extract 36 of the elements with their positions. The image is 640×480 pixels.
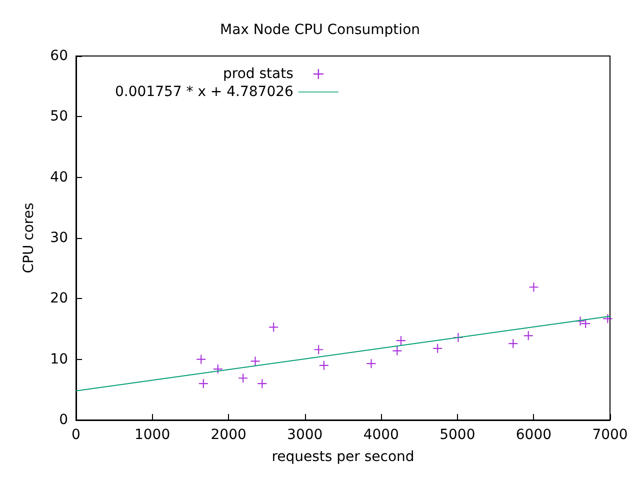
x-tick-label: 3000 <box>287 427 323 443</box>
point <box>258 379 267 388</box>
y-tick-label: 40 <box>50 169 68 186</box>
point <box>269 322 278 332</box>
point <box>314 345 324 354</box>
y-tick-label: 10 <box>50 351 68 368</box>
x-tick-label: 7000 <box>592 427 628 443</box>
x-tick-label: 0 <box>72 427 80 443</box>
point <box>396 336 406 346</box>
x-tick-label: 5000 <box>440 427 476 443</box>
point <box>250 356 260 366</box>
point <box>433 344 442 353</box>
y-tick-label: 0 <box>59 412 68 428</box>
x-tick-label: 4000 <box>363 427 399 443</box>
point <box>196 354 206 364</box>
point <box>319 360 328 370</box>
point <box>529 282 538 292</box>
x-tick-label: 1000 <box>134 427 170 443</box>
x-tick-label: 2000 <box>210 427 246 443</box>
legend-label: 0.001757 * x + 4.787026 <box>114 84 294 100</box>
point <box>603 314 612 324</box>
y-tick-label: 60 <box>50 48 68 64</box>
x-axis-title: requests per second <box>272 449 414 465</box>
y-tick-label: 30 <box>50 230 68 246</box>
point <box>238 374 248 383</box>
point <box>198 379 208 388</box>
point <box>392 346 402 356</box>
point <box>508 339 518 348</box>
point <box>524 331 533 340</box>
y-tick-label: 20 <box>50 290 68 307</box>
legend-label: prod stats <box>223 66 294 82</box>
x-tick-label: 6000 <box>516 427 552 443</box>
chart-title: Max Node CPU Consumption <box>220 22 420 38</box>
point <box>366 359 376 368</box>
y-tick-label: 50 <box>50 108 68 125</box>
y-axis-title: CPU cores <box>21 202 37 274</box>
